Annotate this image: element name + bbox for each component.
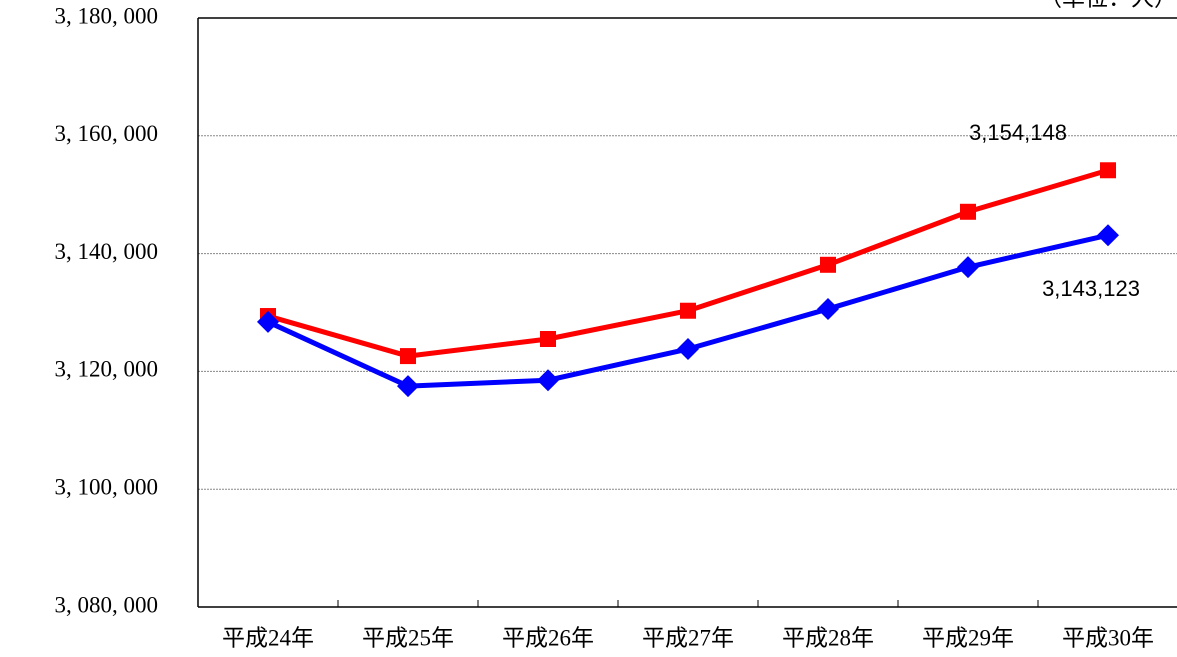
marker xyxy=(677,338,699,361)
data-label: 3,154,148 xyxy=(969,120,1067,145)
marker xyxy=(960,203,976,220)
marker xyxy=(1100,162,1116,179)
marker xyxy=(957,256,979,279)
y-tick-label: 3, 160, 000 xyxy=(55,121,159,146)
x-tick-label: 平成29年 xyxy=(922,625,1014,650)
y-tick-label: 3, 120, 000 xyxy=(55,357,159,382)
x-tick-label: 平成24年 xyxy=(222,625,314,650)
x-tick-label: 平成28年 xyxy=(782,625,874,650)
marker xyxy=(257,310,279,333)
marker xyxy=(1097,224,1119,247)
x-tick-label: 平成26年 xyxy=(502,625,594,650)
marker xyxy=(817,297,839,320)
marker xyxy=(820,256,836,273)
marker xyxy=(540,331,556,348)
y-tick-label: 3, 140, 000 xyxy=(55,239,159,264)
marker xyxy=(680,302,696,319)
y-tick-label: 3, 080, 000 xyxy=(55,592,159,617)
y-tick-label: 3, 180, 000 xyxy=(55,3,159,28)
data-label: 3,143,123 xyxy=(1042,276,1140,301)
x-tick-label: 平成25年 xyxy=(362,625,454,650)
marker xyxy=(400,348,416,365)
marker xyxy=(397,375,419,398)
y-tick-label: 3, 100, 000 xyxy=(55,474,159,499)
marker xyxy=(537,369,559,392)
x-tick-label: 平成30年 xyxy=(1062,625,1154,650)
unit-note: （単位：人） xyxy=(1039,0,1177,10)
x-tick-label: 平成27年 xyxy=(642,625,734,650)
